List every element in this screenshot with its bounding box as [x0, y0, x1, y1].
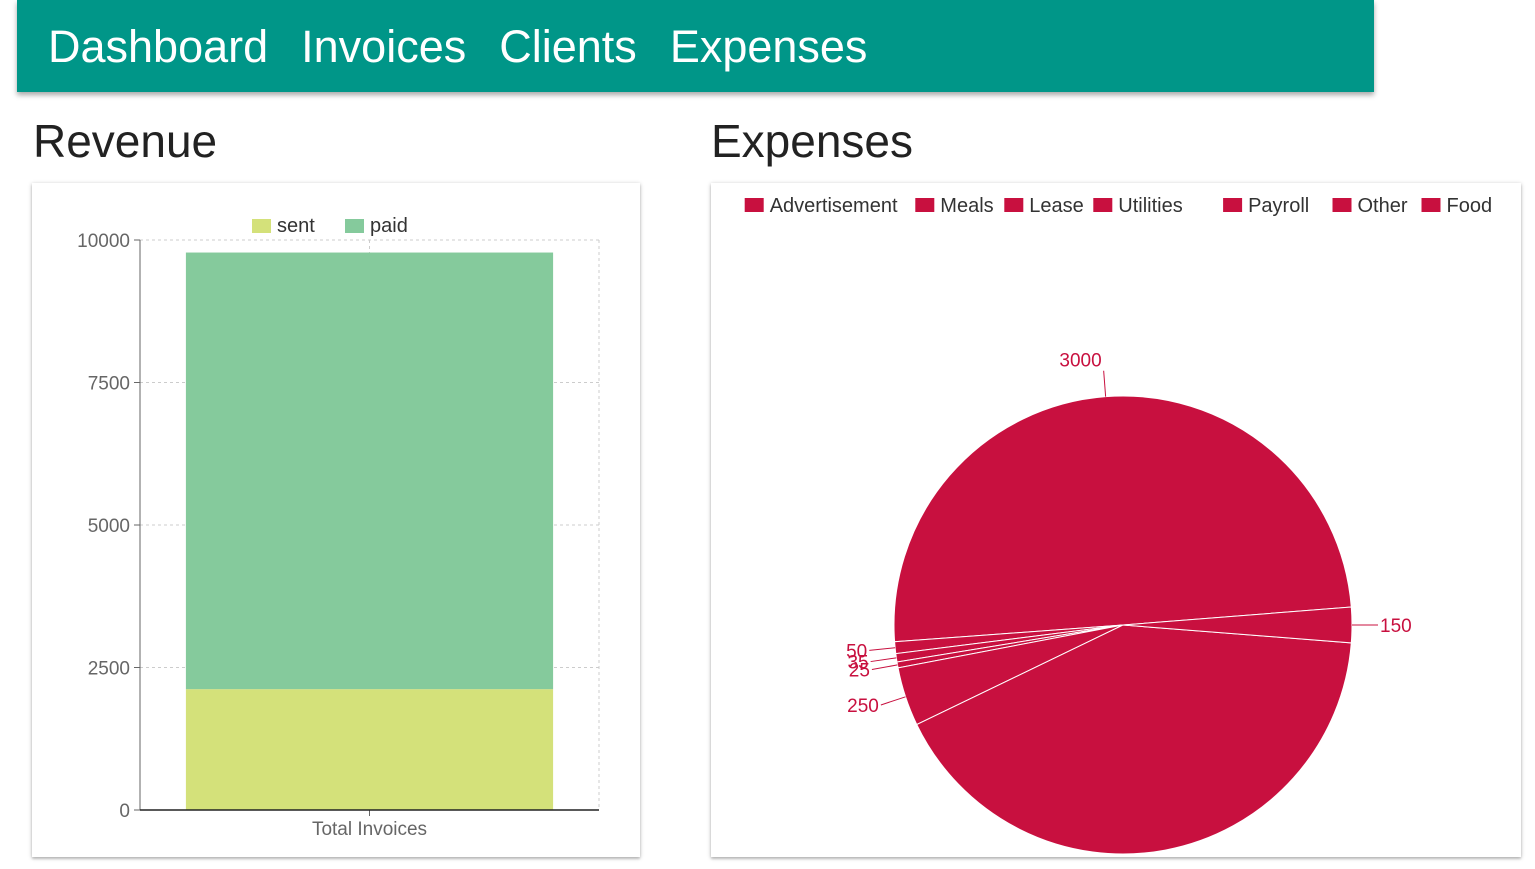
- pie-leader-line: [870, 657, 897, 663]
- legend-label-advertisement: Advertisement: [770, 195, 898, 217]
- top-navbar: Dashboard Invoices Clients Expenses: [17, 0, 1374, 92]
- y-tick-label: 10000: [77, 231, 130, 252]
- x-tick-label: Total Invoices: [312, 819, 427, 840]
- legend-label-paid: paid: [370, 215, 408, 237]
- legend-label-payroll: Payroll: [1248, 195, 1309, 217]
- nav-dashboard-link[interactable]: Dashboard: [48, 20, 269, 72]
- expenses-card: Advertisement Meals Lease Utilities Payroll O…: [711, 183, 1521, 857]
- legend-label-other: Other: [1358, 195, 1408, 217]
- pie-leader-line: [880, 696, 906, 706]
- pie-leader-line: [1103, 370, 1107, 397]
- legend-swatch-paid: [345, 219, 364, 233]
- y-tick-label: 5000: [88, 516, 130, 537]
- y-tick-label: 2500: [88, 659, 130, 680]
- nav-invoices-link[interactable]: Invoices: [301, 20, 467, 72]
- pie-value-label: 25: [849, 660, 870, 681]
- pie-value-label: 250: [847, 696, 879, 717]
- revenue-card: Total Invoices 0 2500 5000 7500 10000 sent paid: [32, 183, 640, 857]
- legend-swatch-food: [1421, 198, 1441, 212]
- pie-leader-line: [871, 664, 898, 670]
- pie-value-label: 150: [1380, 616, 1412, 637]
- legend-swatch-utilities: [1093, 198, 1113, 212]
- legend-swatch-lease: [1004, 198, 1024, 212]
- legend-label-sent: sent: [277, 215, 315, 237]
- expenses-legend: Advertisement Meals Lease Utilities Payroll O…: [744, 195, 1493, 217]
- revenue-bar-chart: Total Invoices 0 2500 5000 7500 10000 sent paid: [77, 215, 600, 840]
- revenue-legend: sent paid: [252, 215, 408, 237]
- expenses-pie-chart: Advertisement Meals Lease Utilities Payroll O…: [744, 195, 1493, 855]
- bar-sent: [185, 689, 554, 810]
- y-tick-label: 7500: [88, 374, 130, 395]
- legend-swatch-payroll: [1223, 198, 1243, 212]
- pie-value-label: 3000: [1059, 351, 1101, 372]
- bar-paid: [185, 252, 554, 690]
- legend-label-lease: Lease: [1029, 195, 1084, 217]
- legend-swatch-other: [1332, 198, 1352, 212]
- pie-leader-line: [869, 647, 896, 651]
- pie-value-label: 50: [846, 641, 867, 662]
- revenue-title: Revenue: [33, 115, 218, 167]
- legend-label-utilities: Utilities: [1118, 195, 1182, 217]
- legend-swatch-meals: [915, 198, 935, 212]
- y-tick-label: 0: [119, 801, 130, 822]
- nav-expenses-link[interactable]: Expenses: [669, 20, 868, 72]
- legend-swatch-sent: [252, 219, 271, 233]
- legend-label-meals: Meals: [940, 195, 993, 217]
- pie-slice-advertisement: [916, 624, 1352, 855]
- expenses-title: Expenses: [711, 115, 914, 167]
- nav-clients-link[interactable]: Clients: [499, 20, 637, 72]
- legend-label-food: Food: [1447, 195, 1493, 217]
- pie-value-label: 35: [847, 653, 868, 674]
- legend-swatch-advertisement: [744, 198, 764, 212]
- pie-slice-payroll: [893, 395, 1352, 643]
